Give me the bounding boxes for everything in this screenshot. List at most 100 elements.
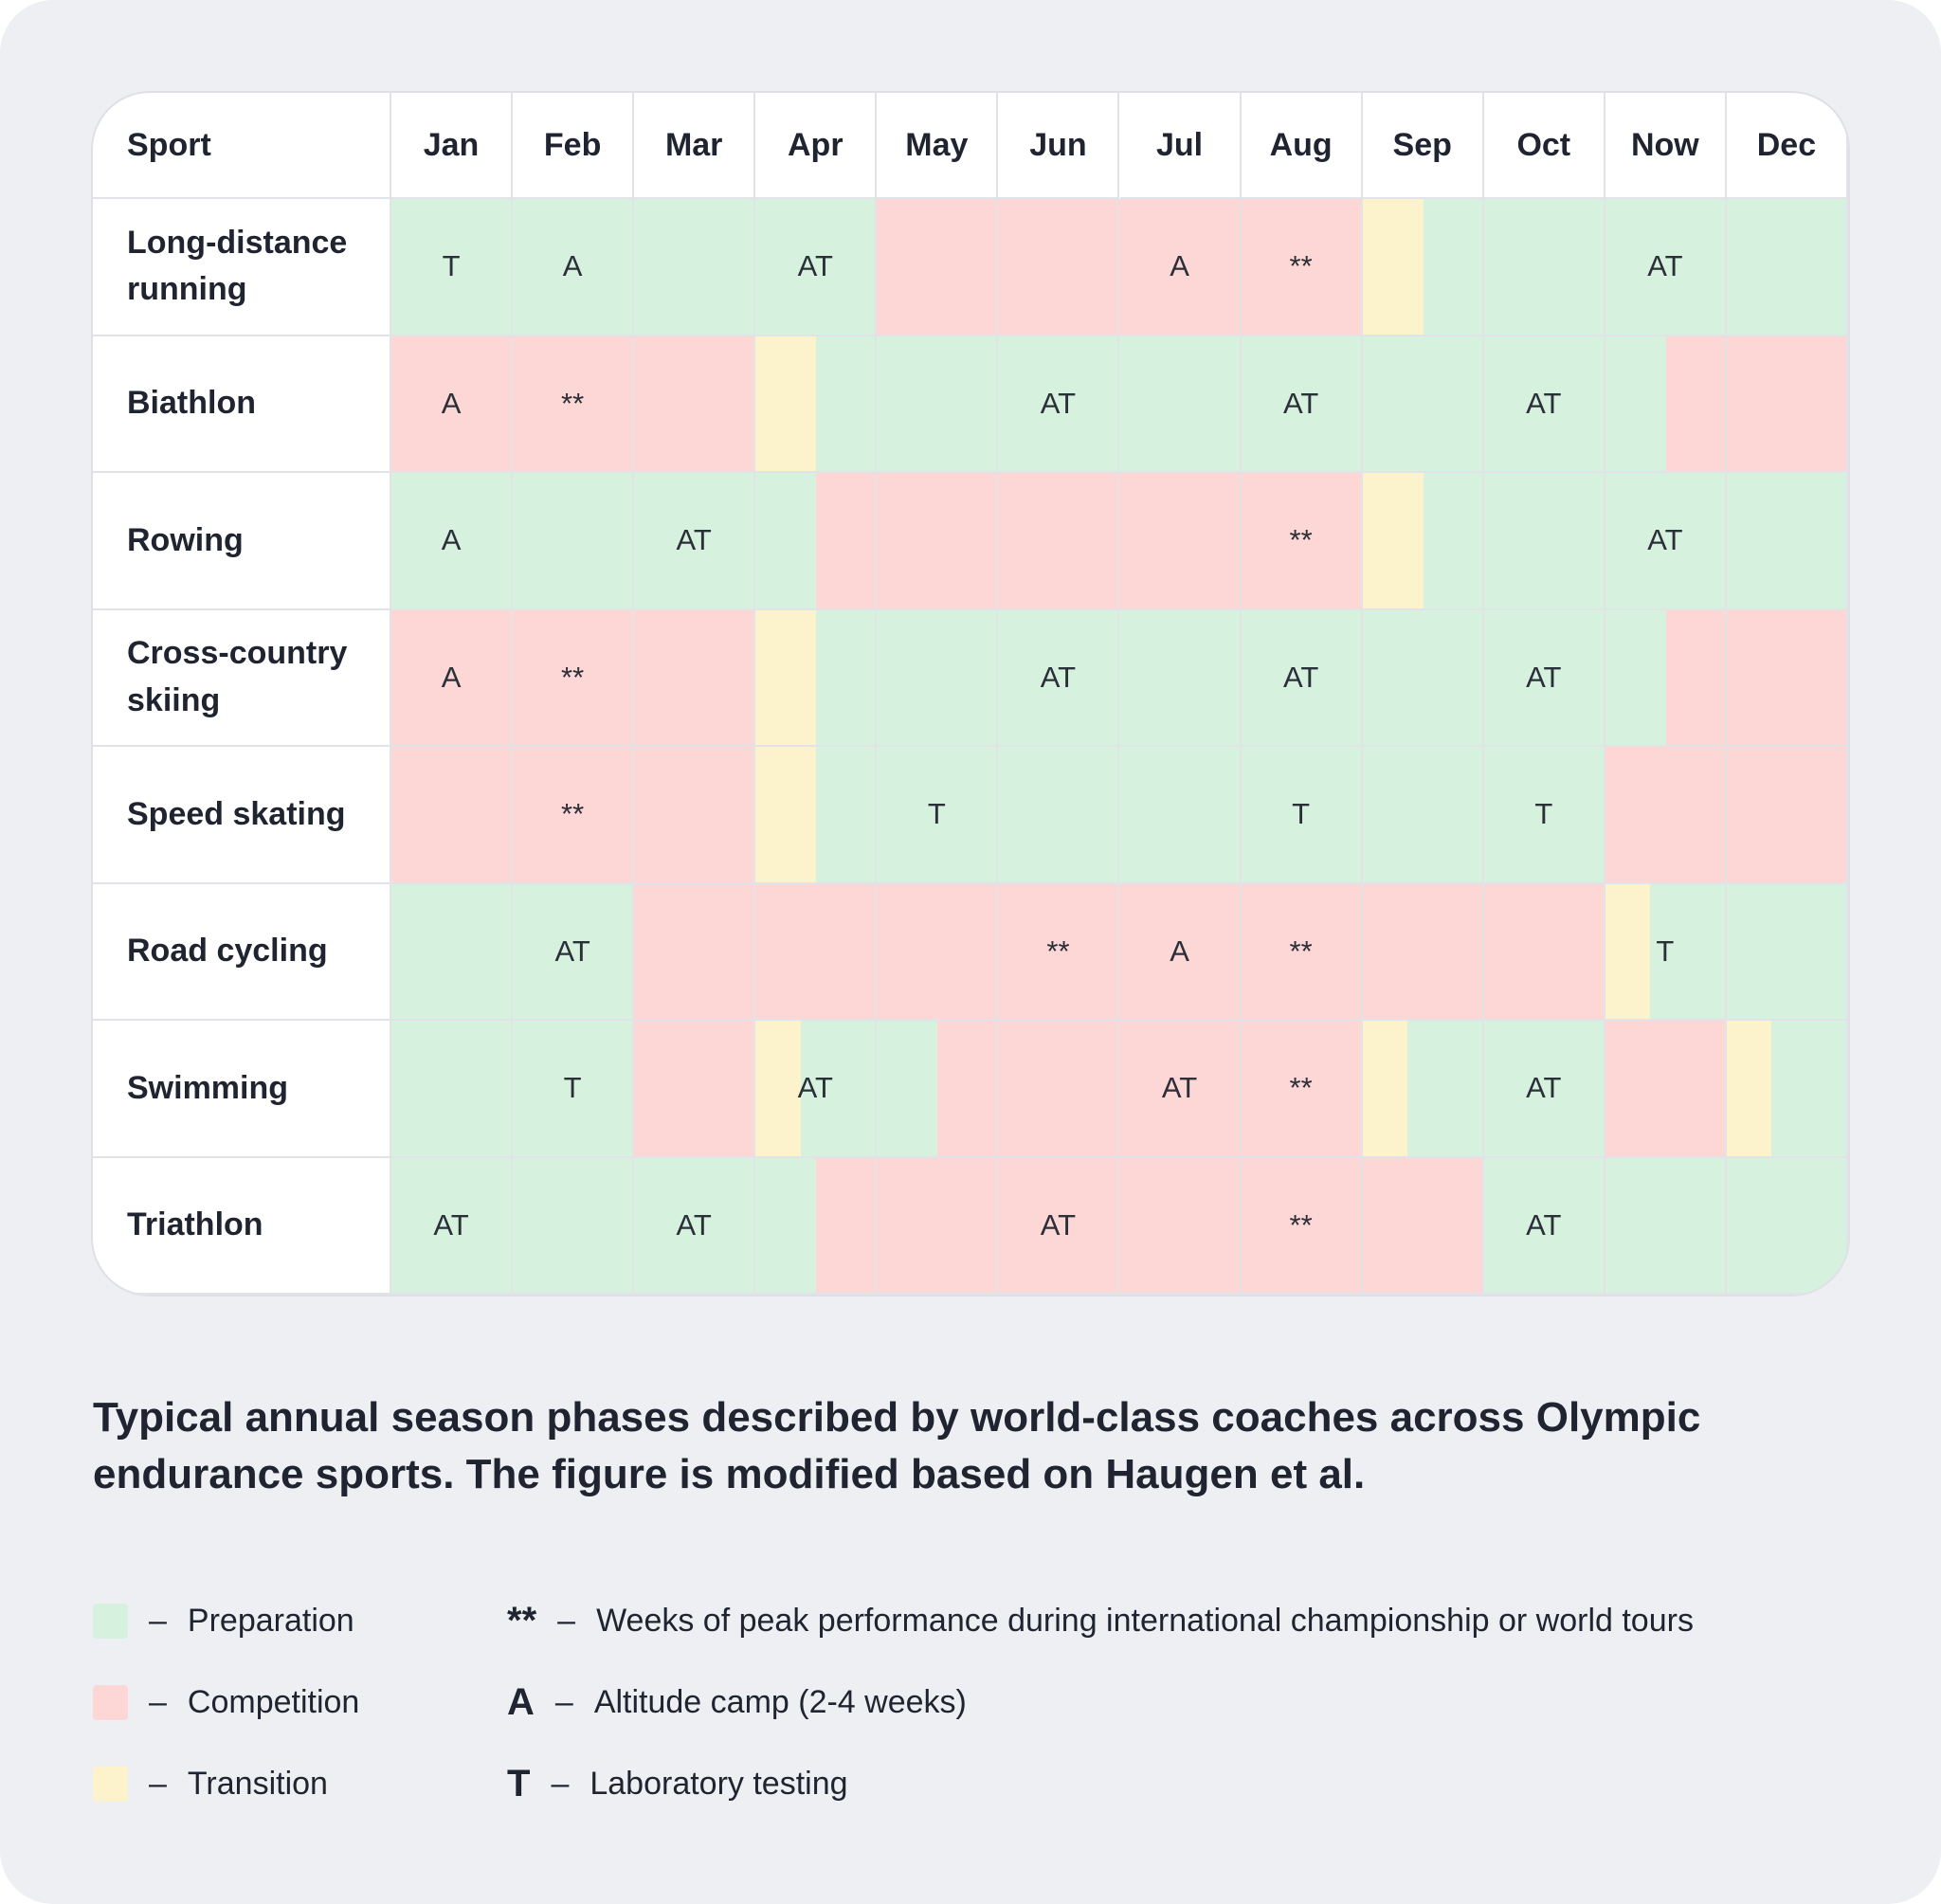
- phase-segment: [1362, 1021, 1408, 1158]
- mark-label: AT: [797, 249, 833, 283]
- legend-swatch: [93, 1603, 128, 1639]
- month-cell: [1605, 335, 1727, 473]
- month-cell: **: [1241, 1157, 1363, 1295]
- month-cell: [877, 199, 999, 336]
- mark-label: AT: [433, 1207, 469, 1242]
- mark-label: AT: [676, 1207, 712, 1242]
- month-cell: AT: [1241, 335, 1363, 473]
- header-cell: Oct: [1483, 93, 1605, 199]
- header-cell: Jul: [1119, 93, 1242, 199]
- month-cell: [634, 335, 756, 473]
- legend-text: Competition: [187, 1683, 360, 1720]
- month-cell: [877, 1157, 999, 1295]
- month-cell: [1726, 747, 1848, 884]
- month-cell: [1119, 473, 1242, 610]
- month-cell: [1605, 609, 1727, 747]
- header-cell: Now: [1605, 93, 1727, 199]
- month-cell: [391, 1021, 514, 1158]
- legend-separator: –: [551, 1765, 570, 1802]
- phase-segment: [755, 747, 817, 884]
- mark-label: T: [1656, 934, 1675, 968]
- legend-separator: –: [557, 1602, 576, 1639]
- legend-item: A – Altitude camp (2-4 weeks): [507, 1678, 967, 1726]
- sport-label: Triathlon: [93, 1157, 391, 1295]
- month-cell: AT: [1483, 335, 1605, 473]
- header-cell: Aug: [1241, 93, 1363, 199]
- month-cell: [391, 883, 514, 1021]
- month-cell: [755, 609, 878, 747]
- month-cell: T: [513, 1021, 635, 1158]
- phase-segment: [1483, 1157, 1848, 1295]
- month-cell: **: [1241, 473, 1363, 610]
- mark-label: **: [561, 797, 585, 831]
- mark-label: AT: [1526, 1207, 1562, 1242]
- month-cell: [1362, 1021, 1484, 1158]
- header-cell: Mar: [634, 93, 756, 199]
- month-cell: T: [1483, 747, 1605, 884]
- month-cell: AT: [998, 335, 1120, 473]
- phase-segment: [1423, 199, 1848, 336]
- phase-segment: [816, 747, 1605, 884]
- sport-label: Speed skating: [93, 747, 391, 884]
- phase-segment: [1407, 1021, 1605, 1158]
- mark-label: **: [561, 386, 585, 420]
- mark-label: **: [1289, 523, 1313, 557]
- header-cell: Jun: [998, 93, 1120, 199]
- month-cell: **: [1241, 1021, 1363, 1158]
- month-cell: [877, 335, 999, 473]
- month-cell: [1605, 1021, 1727, 1158]
- month-cell: [1119, 747, 1242, 884]
- phase-segment: [1362, 199, 1424, 336]
- phase-segment: [1605, 747, 1848, 884]
- month-cell: [634, 1021, 756, 1158]
- phase-segment: [391, 199, 878, 336]
- month-cell: AT: [755, 1021, 878, 1158]
- month-cell: [755, 747, 878, 884]
- header-cell: May: [877, 93, 999, 199]
- sport-label: Cross-country skiing: [93, 609, 391, 747]
- header-cell: Jan: [391, 93, 514, 199]
- month-cell: [998, 1021, 1120, 1158]
- month-cell: **: [998, 883, 1120, 1021]
- mark-label: AT: [676, 523, 712, 557]
- month-cell: [998, 199, 1120, 336]
- month-cell: AT: [1605, 473, 1727, 610]
- month-cell: [513, 473, 635, 610]
- legend-symbol: T: [507, 1762, 531, 1804]
- phase-segment: [937, 1021, 1363, 1158]
- phase-segment: [816, 473, 1363, 610]
- month-cell: [1362, 747, 1484, 884]
- legend-item: – Transition: [93, 1760, 328, 1807]
- phase-segment: [634, 1021, 756, 1158]
- mark-label: **: [1046, 934, 1070, 968]
- month-cell: [1119, 335, 1242, 473]
- phase-segment: [1726, 1021, 1772, 1158]
- sport-label: Road cycling: [93, 883, 391, 1021]
- mark-label: AT: [1040, 386, 1077, 420]
- month-cell: [755, 335, 878, 473]
- phase-segment: [1605, 883, 1651, 1021]
- month-cell: [1362, 199, 1484, 336]
- phase-segment: [391, 747, 756, 884]
- header-cell: Dec: [1726, 93, 1848, 199]
- legend-text: Weeks of peak performance during interna…: [596, 1602, 1694, 1639]
- month-cell: **: [513, 609, 635, 747]
- month-cell: A: [513, 199, 635, 336]
- month-cell: [1726, 883, 1848, 1021]
- month-cell: [1362, 1157, 1484, 1295]
- phase-segment: [634, 883, 1605, 1021]
- month-cell: A: [1119, 199, 1242, 336]
- month-cell: AT: [1119, 1021, 1242, 1158]
- legend-separator: –: [149, 1683, 167, 1720]
- mark-label: T: [1292, 797, 1311, 831]
- mark-label: AT: [1526, 386, 1562, 420]
- month-cell: [1726, 335, 1848, 473]
- month-cell: AT: [634, 1157, 756, 1295]
- header-cell: Apr: [755, 93, 878, 199]
- month-cell: AT: [1483, 1157, 1605, 1295]
- month-cell: [1726, 199, 1848, 336]
- month-cell: [877, 609, 999, 747]
- month-cell: AT: [1605, 199, 1727, 336]
- legend-text: Altitude camp (2-4 weeks): [593, 1683, 967, 1720]
- phase-segment: [1665, 335, 1848, 473]
